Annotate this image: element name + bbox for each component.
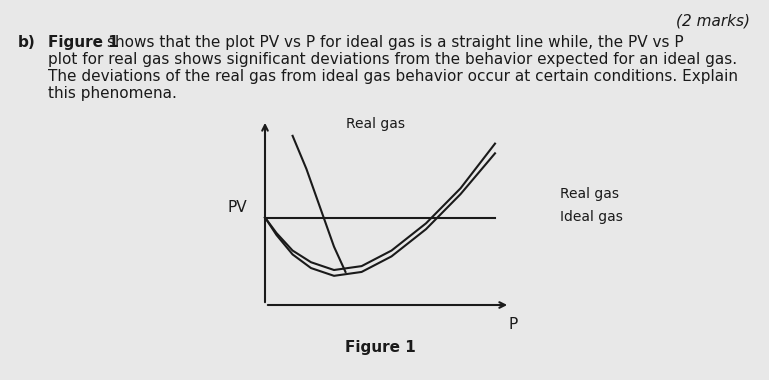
Text: Ideal gas: Ideal gas	[560, 211, 623, 225]
Text: The deviations of the real gas from ideal gas behavior occur at certain conditio: The deviations of the real gas from idea…	[48, 69, 738, 84]
Text: Real gas: Real gas	[560, 187, 619, 201]
Text: shows that the plot PV vs P for ideal gas is a straight line while, the PV vs P: shows that the plot PV vs P for ideal ga…	[107, 35, 684, 50]
Text: PV: PV	[228, 201, 247, 215]
Text: P: P	[508, 317, 518, 332]
Text: plot for real gas shows significant deviations from the behavior expected for an: plot for real gas shows significant devi…	[48, 52, 737, 67]
Text: this phenomena.: this phenomena.	[48, 86, 177, 101]
Text: (2 marks): (2 marks)	[676, 14, 750, 29]
Text: b): b)	[18, 35, 35, 50]
Text: Real gas: Real gas	[346, 117, 405, 131]
Text: Figure 1: Figure 1	[48, 35, 118, 50]
Text: Figure 1: Figure 1	[345, 340, 415, 355]
